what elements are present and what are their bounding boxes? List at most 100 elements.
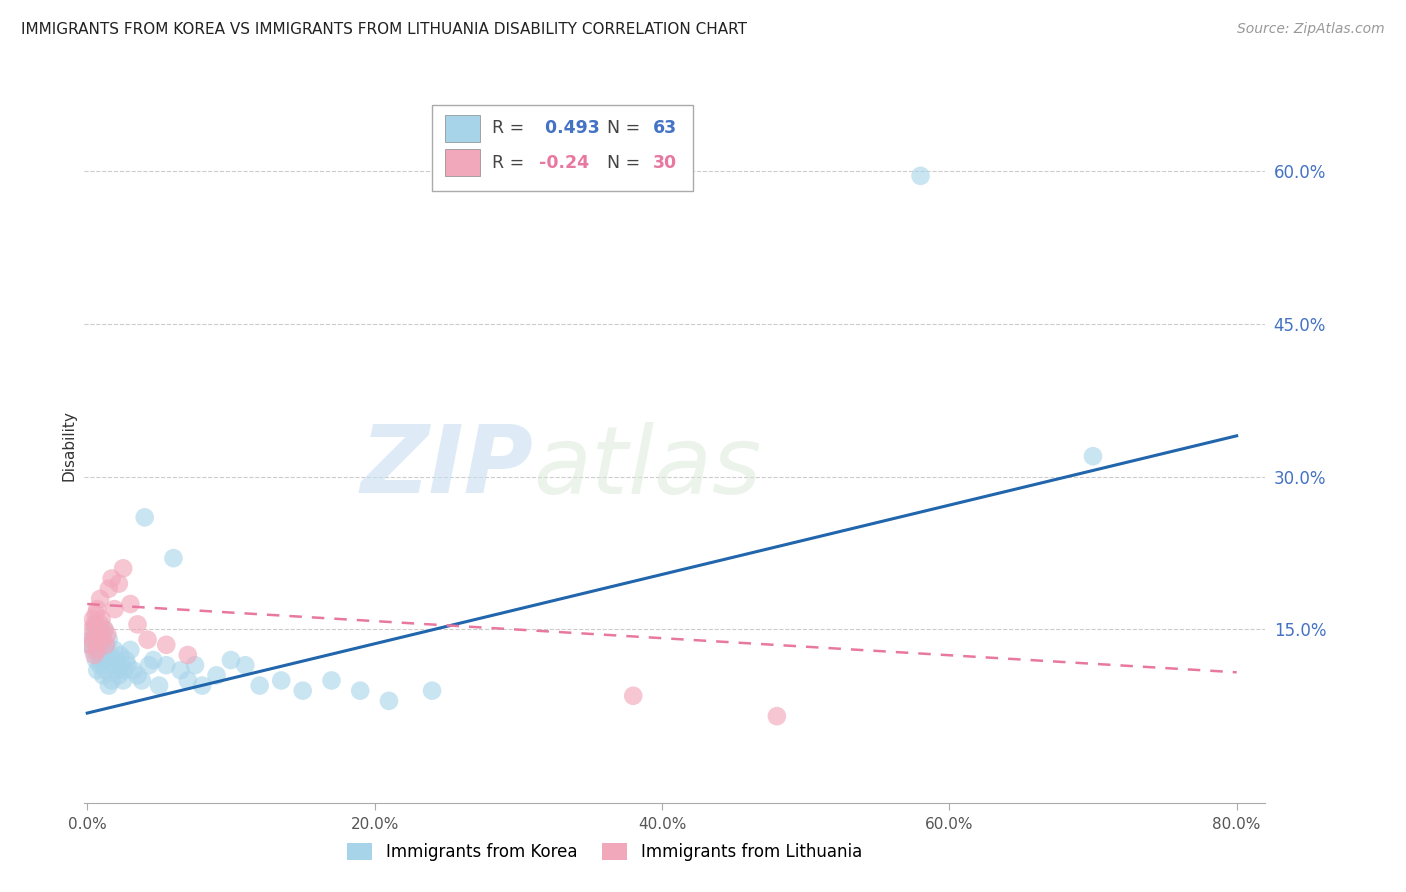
Point: [87, 627, 110, 641]
FancyBboxPatch shape: [432, 105, 693, 191]
Point: [321, 673, 343, 688]
Point: [89, 617, 111, 632]
Point: [142, 653, 165, 667]
Point: [82, 612, 104, 626]
Point: [82, 643, 104, 657]
Point: [101, 658, 124, 673]
Point: [93, 623, 115, 637]
Point: [378, 694, 401, 708]
Point: [97, 679, 120, 693]
Text: 63: 63: [652, 120, 676, 137]
Point: [177, 648, 200, 662]
Point: [79, 638, 101, 652]
FancyBboxPatch shape: [444, 149, 479, 177]
Point: [120, 597, 142, 611]
Point: [127, 617, 149, 632]
Point: [84, 617, 107, 632]
Point: [103, 602, 125, 616]
Point: [104, 653, 127, 667]
Point: [79, 638, 101, 652]
Point: [191, 679, 214, 693]
Point: [131, 673, 153, 688]
Point: [148, 679, 170, 693]
Point: [169, 663, 191, 677]
Point: [80, 632, 103, 647]
Text: IMMIGRANTS FROM KOREA VS IMMIGRANTS FROM LITHUANIA DISABILITY CORRELATION CHART: IMMIGRANTS FROM KOREA VS IMMIGRANTS FROM…: [21, 22, 747, 37]
Y-axis label: Disability: Disability: [60, 410, 76, 482]
Point: [103, 643, 125, 657]
Point: [117, 658, 139, 673]
Legend: Immigrants from Korea, Immigrants from Lithuania: Immigrants from Korea, Immigrants from L…: [340, 836, 869, 868]
Point: [89, 658, 111, 673]
Point: [1081, 449, 1104, 463]
Point: [349, 683, 371, 698]
Point: [100, 673, 122, 688]
Point: [122, 663, 145, 677]
Point: [89, 638, 111, 652]
Point: [108, 576, 131, 591]
Point: [114, 663, 136, 677]
Text: N =: N =: [596, 153, 645, 171]
Point: [155, 638, 177, 652]
Point: [127, 668, 149, 682]
Point: [910, 169, 932, 183]
Text: R =: R =: [492, 120, 530, 137]
Point: [249, 679, 271, 693]
Point: [136, 632, 159, 647]
Text: 30: 30: [652, 153, 676, 171]
Point: [420, 683, 443, 698]
Point: [219, 653, 242, 667]
Point: [93, 623, 115, 637]
Point: [83, 648, 105, 662]
Point: [96, 627, 118, 641]
Point: [100, 572, 122, 586]
Point: [115, 653, 138, 667]
Point: [205, 668, 228, 682]
Point: [97, 582, 120, 596]
Point: [86, 643, 108, 657]
Point: [89, 591, 111, 606]
Point: [112, 561, 135, 575]
Point: [184, 658, 207, 673]
Text: Source: ZipAtlas.com: Source: ZipAtlas.com: [1237, 22, 1385, 37]
Point: [94, 663, 117, 677]
Point: [87, 623, 110, 637]
Point: [84, 607, 107, 622]
Point: [270, 673, 292, 688]
Point: [83, 617, 105, 632]
Point: [90, 653, 112, 667]
Point: [98, 648, 121, 662]
Point: [120, 643, 142, 657]
Point: [621, 689, 644, 703]
Point: [112, 673, 135, 688]
Point: [84, 653, 107, 667]
Point: [87, 648, 110, 662]
Point: [91, 632, 114, 647]
Point: [82, 632, 104, 647]
Point: [90, 612, 112, 626]
Point: [83, 623, 105, 637]
Point: [91, 668, 114, 682]
Point: [90, 627, 112, 641]
Point: [110, 648, 132, 662]
Point: [766, 709, 789, 723]
Point: [84, 627, 107, 641]
Point: [108, 668, 131, 682]
Point: [86, 663, 108, 677]
Text: 0.493: 0.493: [538, 120, 600, 137]
FancyBboxPatch shape: [444, 115, 479, 142]
Point: [162, 551, 184, 566]
Point: [138, 658, 160, 673]
Point: [80, 623, 103, 637]
Point: [86, 602, 108, 616]
Text: R =: R =: [492, 153, 530, 171]
Point: [94, 638, 117, 652]
Point: [233, 658, 256, 673]
Point: [94, 638, 117, 652]
Point: [155, 658, 177, 673]
Text: ZIP: ZIP: [360, 421, 533, 514]
Point: [134, 510, 156, 524]
Text: atlas: atlas: [533, 422, 762, 513]
Point: [96, 653, 118, 667]
Point: [83, 627, 105, 641]
